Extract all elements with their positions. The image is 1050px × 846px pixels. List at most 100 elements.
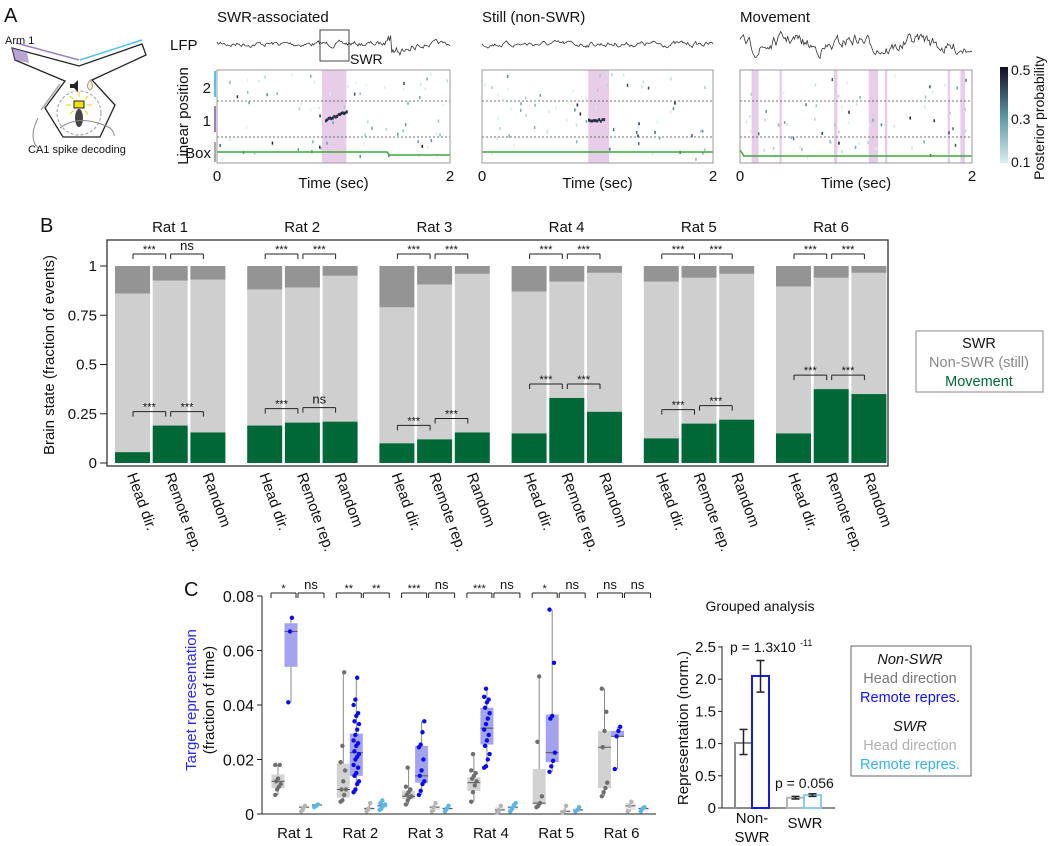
posterior-pixel xyxy=(847,120,850,124)
y-axis-sublabel: (fraction of time) xyxy=(201,646,218,754)
significance-label: ns xyxy=(180,238,194,253)
x-tick-label: Remote rep. xyxy=(425,471,469,554)
posterior-pixel xyxy=(867,141,869,145)
posterior-pixel xyxy=(426,77,428,81)
significance-label: *** xyxy=(445,244,459,256)
data-point xyxy=(342,792,347,798)
data-point xyxy=(550,758,556,764)
x-tick-label: 2 xyxy=(709,168,717,185)
colorbar-segment xyxy=(1000,87,1008,90)
bar-swr xyxy=(776,266,811,287)
data-point xyxy=(353,787,358,792)
posterior-pixel xyxy=(508,134,511,138)
y-tick-label: 1.0 xyxy=(695,736,716,753)
significance-label: *** xyxy=(842,244,856,256)
posterior-pixel xyxy=(964,145,966,149)
legend-entry: Remote repres. xyxy=(860,757,960,773)
bar-swr xyxy=(152,266,188,281)
significance-label: *** xyxy=(313,244,327,256)
significance-label: *** xyxy=(408,583,422,595)
y-axis-label: Target representation xyxy=(183,629,200,771)
data-point xyxy=(422,719,427,724)
posterior-pixel xyxy=(954,143,957,147)
data-point xyxy=(604,709,609,715)
posterior-pixel xyxy=(783,121,786,125)
colorbar-segment xyxy=(1000,115,1008,118)
data-point xyxy=(278,781,283,787)
colorbar-segment xyxy=(1000,151,1008,154)
posterior-pixel xyxy=(894,74,896,78)
bar-movement xyxy=(643,438,679,463)
bar-movement xyxy=(813,389,849,463)
box xyxy=(598,730,611,789)
colorbar-segment xyxy=(1000,125,1008,128)
posterior-pixel xyxy=(838,141,840,145)
x-tick-label: 2 xyxy=(968,168,976,185)
data-point xyxy=(496,807,502,813)
posterior-pixel xyxy=(359,155,361,159)
significance-label: *** xyxy=(407,244,421,256)
posterior-pixel xyxy=(555,106,558,110)
replay-pixel xyxy=(599,119,602,123)
box xyxy=(611,730,624,737)
data-point xyxy=(355,765,361,770)
posterior-pixel xyxy=(763,148,766,152)
data-point xyxy=(487,710,492,716)
panel-label-a: A xyxy=(4,5,18,27)
colorbar-segment xyxy=(1000,145,1008,148)
posterior-pixel xyxy=(585,96,587,100)
data-point xyxy=(351,738,356,743)
data-point xyxy=(289,615,295,620)
y-tick-label: 2.0 xyxy=(695,671,716,688)
lfp-label: LFP xyxy=(170,37,198,54)
data-point xyxy=(403,802,409,807)
data-point xyxy=(338,760,343,765)
posterior-pixel xyxy=(674,101,676,105)
panel-label-b: B xyxy=(40,215,53,237)
swr-label: SWR xyxy=(350,51,383,67)
colorbar-segment xyxy=(1000,123,1008,126)
posterior-pixel xyxy=(872,118,874,122)
raster-title: Movement xyxy=(740,9,811,26)
colorbar-segment xyxy=(1000,121,1008,124)
significance-label: ** xyxy=(345,583,354,595)
posterior-pixel xyxy=(576,103,579,107)
posterior-pixel xyxy=(534,103,536,107)
replay-pixel xyxy=(588,118,590,122)
linear-position-label: Linear position xyxy=(175,67,192,165)
posterior-pixel xyxy=(837,94,840,98)
x-tick-label: SWR xyxy=(788,815,823,832)
event-highlight xyxy=(868,70,879,163)
posterior-pixel xyxy=(700,129,702,133)
y-tick-label: 0.5 xyxy=(695,768,716,785)
posterior-pixel xyxy=(952,127,954,131)
posterior-pixel xyxy=(869,123,871,127)
data-point xyxy=(287,629,293,634)
colorbar-segment xyxy=(1000,137,1008,140)
significance-label: *** xyxy=(842,365,856,377)
x-tick-label: Rat 1 xyxy=(277,825,313,842)
posterior-pixel xyxy=(276,91,278,95)
data-point xyxy=(550,713,555,719)
posterior-pixel xyxy=(519,108,522,112)
colorbar-segment xyxy=(1000,67,1008,70)
reward-drop-icon xyxy=(87,79,93,91)
colorbar-segment xyxy=(1000,93,1008,96)
colorbar-segment xyxy=(1000,139,1008,142)
replay-pixel xyxy=(343,111,345,115)
colorbar-segment xyxy=(1000,141,1008,144)
posterior-pixel xyxy=(271,141,274,145)
data-point xyxy=(483,721,489,727)
posterior-pixel xyxy=(484,83,486,87)
x-axis-label: Time (sec) xyxy=(562,175,632,192)
colorbar-segment xyxy=(1000,127,1008,130)
significance-label: *** xyxy=(540,244,554,256)
replay-pixel xyxy=(596,119,599,123)
group-title: Rat 5 xyxy=(681,219,717,236)
colorbar-segment xyxy=(1000,91,1008,94)
significance-label: ns xyxy=(631,577,645,592)
replay-pixel xyxy=(336,114,338,118)
event-highlight xyxy=(779,70,782,163)
y-tick-label: 1 xyxy=(89,258,97,275)
bar-swr xyxy=(454,266,490,274)
